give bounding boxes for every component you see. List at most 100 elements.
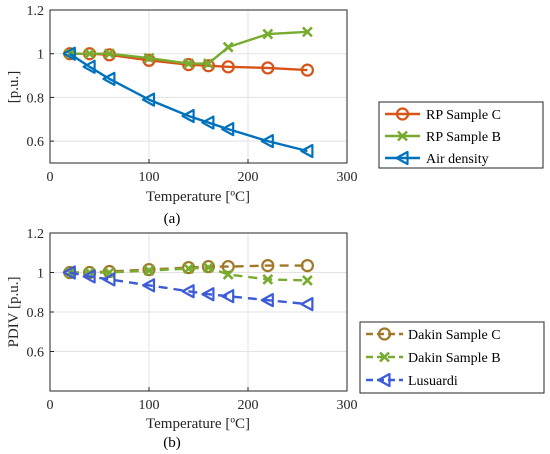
data-point bbox=[143, 265, 155, 276]
legend-label: RP Sample B bbox=[426, 130, 501, 145]
x-tick-label: 0 bbox=[47, 170, 54, 185]
data-point bbox=[82, 269, 96, 284]
legend-marker bbox=[397, 130, 408, 142]
legend-label: Lusuardi bbox=[408, 374, 458, 389]
data-point bbox=[102, 71, 116, 86]
data-point bbox=[222, 269, 234, 280]
panel-b-grid bbox=[49, 232, 348, 391]
legend-label: Dakin Sample B bbox=[408, 351, 501, 366]
y-tick-label: 0.6 bbox=[27, 135, 45, 150]
series-line bbox=[69, 264, 308, 274]
y-tick-label: 1.2 bbox=[27, 4, 45, 19]
data-point bbox=[181, 108, 195, 124]
panel-b-legend-entries: Dakin Sample C Dakin Sample B Lusuardi bbox=[366, 327, 501, 389]
panel-a-legend-entries: RP Sample C RP Sample B Air density bbox=[385, 107, 501, 167]
data-point bbox=[202, 262, 214, 273]
series-line bbox=[69, 52, 308, 153]
x-tick-label: 200 bbox=[238, 170, 259, 185]
legend-entry: Air density bbox=[385, 150, 489, 167]
data-point bbox=[201, 59, 215, 73]
data-point bbox=[82, 59, 96, 74]
data-point bbox=[84, 48, 96, 60]
data-point bbox=[62, 265, 76, 280]
panel-a-plot-frame bbox=[49, 9, 348, 164]
data-point bbox=[301, 26, 313, 38]
data-point bbox=[183, 263, 195, 274]
x-tick-label: 100 bbox=[139, 398, 160, 413]
data-point bbox=[262, 28, 274, 40]
data-point bbox=[141, 278, 156, 293]
data-point bbox=[201, 115, 215, 130]
panel-a-xlabel: Temperature [ºC] bbox=[146, 189, 250, 205]
panel-a-legend: RP Sample C RP Sample B Air density bbox=[378, 101, 544, 169]
legend-marker bbox=[377, 372, 391, 388]
data-point bbox=[221, 259, 235, 274]
data-point bbox=[142, 53, 156, 67]
x-tick-label: 300 bbox=[337, 170, 358, 185]
panel-a-series bbox=[62, 26, 314, 159]
legend-entry: Lusuardi bbox=[366, 372, 458, 389]
panel-a-caption: (a) bbox=[164, 211, 181, 227]
legend-label: RP Sample C bbox=[426, 108, 501, 123]
panel-b-xlabel: Temperature [ºC] bbox=[146, 416, 250, 432]
series-lusuardi bbox=[62, 265, 314, 312]
panel-b-ticks: 0 100 200 300 0.6 0.8 1 1.2 bbox=[27, 227, 358, 413]
panel-b: 0 100 200 300 0.6 0.8 1 1.2 Temperature [ºC] PD… bbox=[6, 227, 545, 451]
legend-entry: RP Sample C bbox=[385, 107, 501, 123]
data-point bbox=[300, 258, 314, 273]
y-tick-label: 0.8 bbox=[27, 306, 45, 321]
data-point bbox=[301, 274, 313, 286]
data-point bbox=[222, 41, 234, 53]
y-tick-label: 0.8 bbox=[27, 91, 45, 106]
legend-label: Air density bbox=[426, 152, 489, 167]
data-point bbox=[181, 284, 195, 299]
panel-a-ylabel: [p.u.] bbox=[6, 71, 22, 104]
panel-b-ylabel: PDIV [p.u.] bbox=[6, 277, 22, 348]
data-point bbox=[142, 262, 156, 277]
data-point bbox=[261, 61, 275, 75]
x-tick-label: 200 bbox=[238, 398, 259, 413]
data-point bbox=[103, 48, 115, 60]
x-tick-label: 100 bbox=[139, 170, 160, 185]
data-point bbox=[201, 287, 215, 302]
series-air-density bbox=[62, 46, 314, 159]
legend-marker bbox=[379, 351, 390, 363]
data-point bbox=[62, 46, 76, 61]
data-point bbox=[201, 259, 215, 274]
data-point bbox=[202, 58, 214, 69]
panel-a-ticks: 0 100 200 300 0.6 0.8 1 1.2 bbox=[27, 4, 358, 185]
y-tick-label: 1.2 bbox=[27, 227, 45, 242]
series-line bbox=[69, 266, 308, 282]
x-tick-label: 0 bbox=[47, 398, 54, 413]
y-tick-label: 1 bbox=[37, 267, 44, 282]
panel-b-caption: (b) bbox=[163, 435, 181, 451]
series-line bbox=[69, 271, 308, 306]
data-point bbox=[221, 122, 235, 137]
data-point bbox=[260, 134, 274, 149]
series-rp-sample-b bbox=[64, 26, 313, 69]
data-point bbox=[183, 58, 195, 69]
data-point bbox=[143, 52, 155, 64]
legend-marker bbox=[377, 327, 392, 341]
legend-marker bbox=[395, 107, 410, 121]
legend-label: Dakin Sample C bbox=[408, 328, 501, 343]
legend-marker bbox=[395, 150, 409, 166]
data-point bbox=[261, 258, 275, 273]
data-point bbox=[300, 143, 314, 159]
panel-a: 0 100 200 300 0.6 0.8 1 1.2 Temperature [ºC] [p… bbox=[6, 4, 544, 227]
y-tick-label: 1 bbox=[37, 48, 44, 63]
legend-entry: Dakin Sample C bbox=[366, 327, 501, 343]
x-tick-label: 300 bbox=[337, 398, 358, 413]
data-point bbox=[221, 289, 235, 304]
data-point bbox=[262, 273, 274, 285]
data-point bbox=[141, 92, 156, 107]
data-point bbox=[102, 272, 116, 287]
y-tick-label: 0.6 bbox=[27, 346, 45, 361]
legend-entry: Dakin Sample B bbox=[366, 351, 501, 366]
data-point bbox=[260, 293, 274, 308]
data-point bbox=[300, 63, 314, 77]
legend-entry: RP Sample B bbox=[385, 130, 501, 145]
panel-b-legend: Dakin Sample C Dakin Sample B Lusuardi bbox=[359, 321, 545, 394]
data-point bbox=[221, 60, 235, 74]
